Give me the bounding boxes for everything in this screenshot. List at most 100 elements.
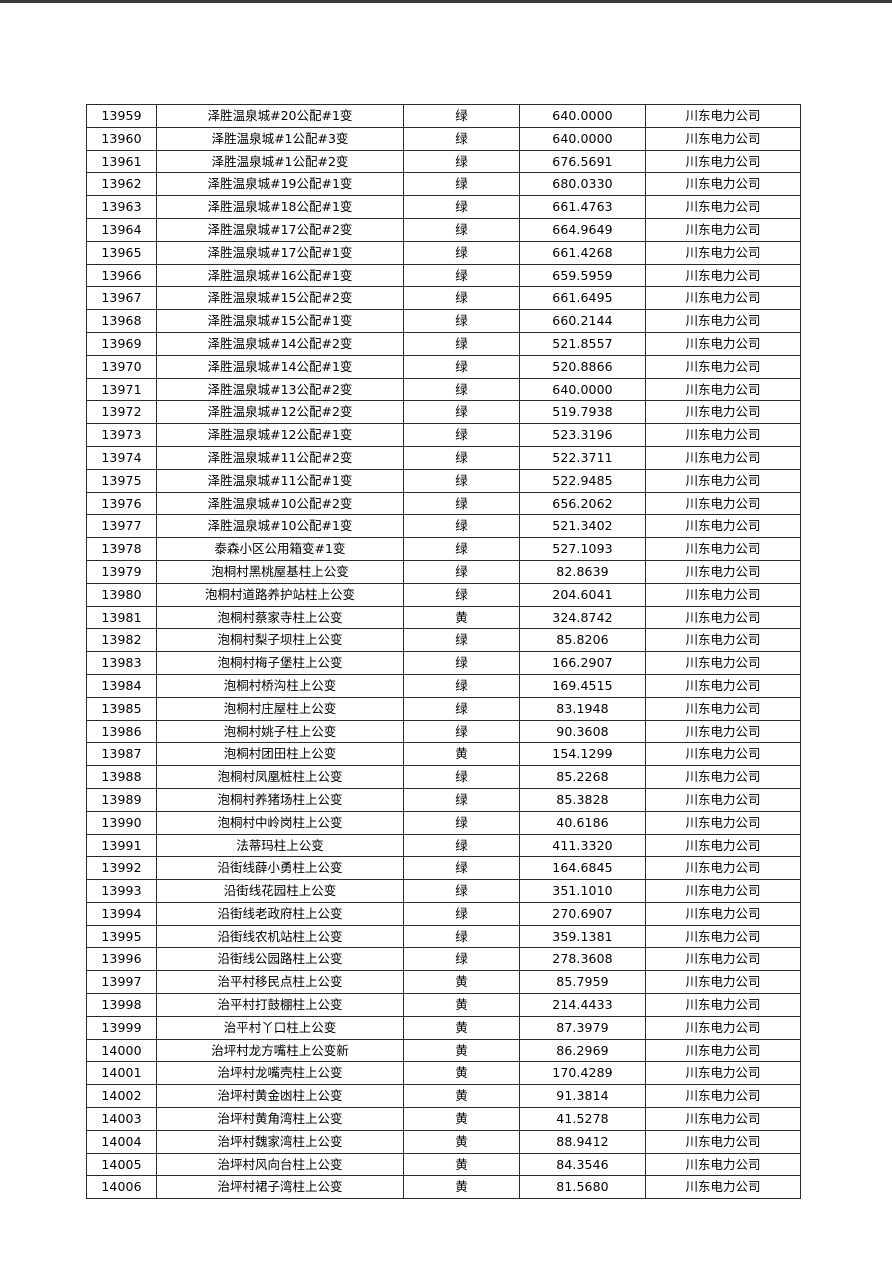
table-row: 13995 沿街线农机站柱上公变绿 359.1381 川东电力公司 [86,924,801,949]
cell-measurement-value: 661.4268 [519,240,646,265]
cell-status-color: 绿 [403,537,520,561]
cell-status-color: 绿 [403,856,520,881]
cell-transformer-name: 沿街线老政府柱上公变 [156,901,404,926]
cell-company-name: 川东电力公司 [645,263,801,288]
cell-status-color: 绿 [403,217,520,242]
cell-record-id: 13991 [86,833,157,858]
cell-status-color: 绿 [403,377,520,402]
cell-company-name: 川东电力公司 [645,1152,801,1177]
transformer-table-container: 13959 泽胜温泉城#20公配#1变绿 640.0000 川东电力公司 13960 泽胜… [86,104,801,1200]
cell-measurement-value: 640.0000 [519,126,646,151]
cell-measurement-value: 656.2062 [519,491,646,516]
cell-measurement-value: 523.3196 [519,423,646,447]
cell-record-id: 13967 [86,286,157,311]
cell-company-name: 川东电力公司 [645,696,801,721]
cell-record-id: 13978 [86,537,157,561]
cell-record-id: 13961 [86,149,157,174]
cell-company-name: 川东电力公司 [645,423,801,447]
cell-status-color: 绿 [403,787,520,812]
cell-status-color: 绿 [403,240,520,265]
table-row: 13988 泡桐村凤凰桩柱上公变绿 85.2268 川东电力公司 [86,765,801,789]
cell-transformer-name: 泽胜温泉城#19公配#1变 [156,172,404,197]
table-row: 13972 泽胜温泉城#12公配#2变绿 519.7938 川东电力公司 [86,400,801,425]
cell-company-name: 川东电力公司 [645,354,801,379]
cell-status-color: 黄 [403,1129,520,1154]
cell-status-color: 绿 [403,331,520,356]
cell-record-id: 13959 [86,104,157,128]
cell-record-id: 13977 [86,514,157,539]
cell-company-name: 川东电力公司 [645,514,801,539]
cell-transformer-name: 泡桐村凤凰桩柱上公变 [156,765,404,789]
cell-record-id: 13984 [86,673,157,698]
cell-status-color: 绿 [403,765,520,789]
cell-company-name: 川东电力公司 [645,149,801,174]
table-row: 13966 泽胜温泉城#16公配#1变绿 659.5959 川东电力公司 [86,263,801,288]
cell-status-color: 绿 [403,354,520,379]
cell-measurement-value: 87.3979 [519,1015,646,1040]
cell-record-id: 13976 [86,491,157,516]
cell-measurement-value: 522.3711 [519,445,646,470]
cell-status-color: 绿 [403,126,520,151]
cell-record-id: 14002 [86,1084,157,1109]
cell-measurement-value: 85.3828 [519,787,646,812]
table-row: 13976 泽胜温泉城#10公配#2变绿 656.2062 川东电力公司 [86,491,801,516]
cell-company-name: 川东电力公司 [645,468,801,493]
cell-transformer-name: 泽胜温泉城#20公配#1变 [156,104,404,128]
cell-status-color: 绿 [403,947,520,972]
cell-record-id: 13988 [86,765,157,789]
cell-company-name: 川东电力公司 [645,901,801,926]
cell-status-color: 黄 [403,970,520,995]
cell-record-id: 13999 [86,1015,157,1040]
cell-transformer-name: 泡桐村姚子柱上公变 [156,719,404,744]
cell-status-color: 黄 [403,1107,520,1131]
cell-record-id: 13997 [86,970,157,995]
cell-status-color: 绿 [403,673,520,698]
cell-measurement-value: 324.8742 [519,605,646,630]
cell-measurement-value: 520.8866 [519,354,646,379]
cell-status-color: 绿 [403,263,520,288]
cell-status-color: 绿 [403,104,520,128]
cell-status-color: 绿 [403,468,520,493]
cell-status-color: 绿 [403,491,520,516]
cell-company-name: 川东电力公司 [645,1084,801,1109]
cell-record-id: 13973 [86,423,157,447]
cell-measurement-value: 84.3546 [519,1152,646,1177]
cell-measurement-value: 86.2969 [519,1038,646,1063]
cell-company-name: 川东电力公司 [645,331,801,356]
cell-status-color: 绿 [403,149,520,174]
cell-measurement-value: 214.4433 [519,993,646,1017]
table-row: 13967 泽胜温泉城#15公配#2变绿 661.6495 川东电力公司 [86,286,801,311]
cell-measurement-value: 170.4289 [519,1061,646,1086]
cell-company-name: 川东电力公司 [645,582,801,607]
cell-measurement-value: 41.5278 [519,1107,646,1131]
table-row: 13977 泽胜温泉城#10公配#1变绿 521.3402 川东电力公司 [86,514,801,539]
cell-record-id: 13996 [86,947,157,972]
cell-status-color: 黄 [403,605,520,630]
table-row: 13971 泽胜温泉城#13公配#2变绿 640.0000 川东电力公司 [86,377,801,402]
cell-transformer-name: 泡桐村道路养护站柱上公变 [156,582,404,607]
cell-status-color: 绿 [403,651,520,675]
cell-transformer-name: 沿街线花园柱上公变 [156,879,404,903]
cell-record-id: 13962 [86,172,157,197]
cell-measurement-value: 278.3608 [519,947,646,972]
cell-measurement-value: 83.1948 [519,696,646,721]
cell-company-name: 川东电力公司 [645,400,801,425]
cell-transformer-name: 治坪村黄金凼柱上公变 [156,1084,404,1109]
cell-status-color: 绿 [403,309,520,333]
cell-record-id: 13998 [86,993,157,1017]
cell-record-id: 13993 [86,879,157,903]
cell-record-id: 13994 [86,901,157,926]
table-row: 14006 治坪村裙子湾柱上公变黄 81.5680 川东电力公司 [86,1175,801,1200]
cell-company-name: 川东电力公司 [645,833,801,858]
cell-status-color: 绿 [403,810,520,835]
cell-company-name: 川东电力公司 [645,787,801,812]
cell-transformer-name: 泡桐村团田柱上公变 [156,742,404,767]
cell-status-color: 绿 [403,445,520,470]
cell-record-id: 13970 [86,354,157,379]
cell-measurement-value: 270.6907 [519,901,646,926]
cell-measurement-value: 166.2907 [519,651,646,675]
table-row: 13983 泡桐村梅子堡柱上公变绿 166.2907 川东电力公司 [86,651,801,675]
cell-status-color: 绿 [403,286,520,311]
cell-company-name: 川东电力公司 [645,742,801,767]
